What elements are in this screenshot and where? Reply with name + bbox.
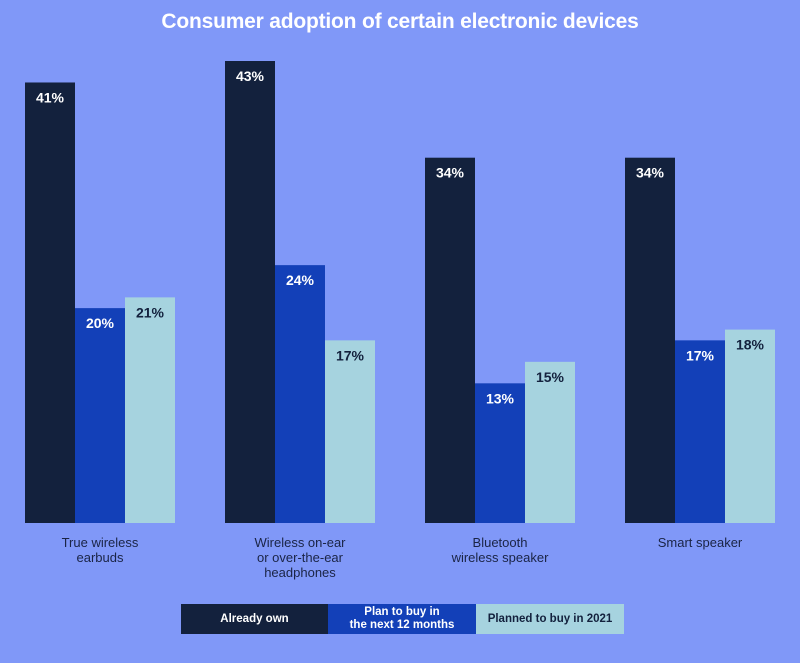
bar-plan-to-buy-in-the-next-12-months-0 [75, 308, 125, 523]
category-label-3: Smart speaker [658, 535, 743, 550]
category-label-2: Bluetooth wireless speaker [451, 535, 549, 565]
bar-planned-to-buy-in-2021-0 [125, 297, 175, 523]
data-label-plan-to-buy-in-the-next-12-months-1: 24% [286, 272, 315, 288]
bar-plan-to-buy-in-the-next-12-months-1 [275, 265, 325, 523]
data-label-already-own-3: 34% [636, 165, 665, 181]
bar-already-own-1 [225, 61, 275, 523]
data-label-plan-to-buy-in-the-next-12-months-0: 20% [86, 315, 115, 331]
data-label-already-own-1: 43% [236, 68, 265, 84]
data-label-already-own-2: 34% [436, 165, 465, 181]
data-label-plan-to-buy-in-the-next-12-months-3: 17% [686, 347, 715, 363]
bar-planned-to-buy-in-2021-2 [525, 361, 575, 523]
chart-title: Consumer adoption of certain electronic … [161, 10, 639, 33]
data-label-already-own-0: 41% [36, 89, 65, 105]
legend-item-already-own: Already own [181, 604, 328, 634]
data-label-planned-to-buy-in-2021-2: 15% [536, 369, 565, 385]
data-label-planned-to-buy-in-2021-0: 21% [136, 304, 165, 320]
bar-already-own-0 [25, 82, 75, 523]
data-label-plan-to-buy-in-the-next-12-months-2: 13% [486, 390, 515, 406]
bar-already-own-3 [625, 157, 675, 523]
data-label-planned-to-buy-in-2021-3: 18% [736, 337, 765, 353]
legend-item-plan-to-buy: Plan to buy in the next 12 months [328, 604, 476, 634]
bar-planned-to-buy-in-2021-3 [725, 329, 775, 523]
bar-planned-to-buy-in-2021-1 [325, 340, 375, 523]
bar-chart: 41% 20% 21% True wireless earbuds 43% 24% 17% Wi… [25, 61, 775, 580]
bar-plan-to-buy-in-the-next-12-months-2 [475, 383, 525, 523]
bar-plan-to-buy-in-the-next-12-months-3 [675, 340, 725, 523]
bar-already-own-2 [425, 157, 475, 523]
category-label-0: True wireless earbuds [62, 535, 139, 565]
category-label-1: Wireless on-ear or over-the-ear headphones [254, 535, 346, 580]
legend-item-planned-2021: Planned to buy in 2021 [476, 604, 624, 634]
legend: Already own Plan to buy in the next 12 m… [181, 604, 624, 634]
data-label-planned-to-buy-in-2021-1: 17% [336, 347, 365, 363]
